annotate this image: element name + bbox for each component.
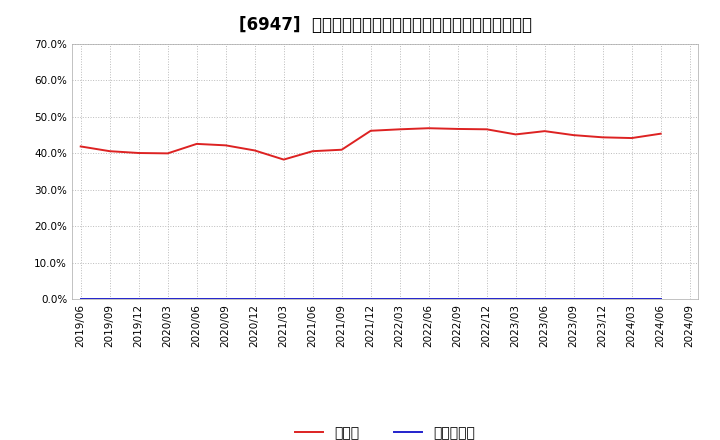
現預金: [482, 127, 491, 132]
有利子負債: [511, 297, 520, 302]
Title: [6947]  現預金、有利子負債の総資産に対する比率の推移: [6947] 現預金、有利子負債の総資産に対する比率の推移: [239, 16, 531, 34]
現預金: [192, 141, 201, 147]
有利子負債: [657, 297, 665, 302]
現預金: [76, 144, 85, 149]
有利子負債: [279, 297, 288, 302]
現預金: [598, 135, 607, 140]
有利子負債: [424, 297, 433, 302]
現預金: [424, 125, 433, 131]
有利子負債: [163, 297, 172, 302]
有利子負債: [366, 297, 375, 302]
現預金: [163, 151, 172, 156]
現預金: [395, 127, 404, 132]
現預金: [251, 148, 259, 153]
現預金: [338, 147, 346, 152]
有利子負債: [251, 297, 259, 302]
有利子負債: [221, 297, 230, 302]
有利子負債: [308, 297, 317, 302]
有利子負債: [192, 297, 201, 302]
現預金: [105, 149, 114, 154]
有利子負債: [627, 297, 636, 302]
現預金: [454, 126, 462, 132]
有利子負債: [482, 297, 491, 302]
有利子負債: [135, 297, 143, 302]
現預金: [135, 150, 143, 156]
有利子負債: [105, 297, 114, 302]
現預金: [570, 132, 578, 138]
Line: 現預金: 現預金: [81, 128, 661, 160]
現預金: [308, 149, 317, 154]
有利子負債: [454, 297, 462, 302]
現預金: [511, 132, 520, 137]
有利子負債: [395, 297, 404, 302]
現預金: [627, 136, 636, 141]
有利子負債: [570, 297, 578, 302]
有利子負債: [338, 297, 346, 302]
有利子負債: [541, 297, 549, 302]
現預金: [279, 157, 288, 162]
現預金: [221, 143, 230, 148]
現預金: [657, 131, 665, 136]
現預金: [366, 128, 375, 133]
Legend: 現預金, 有利子負債: 現預金, 有利子負債: [295, 426, 475, 440]
有利子負債: [76, 297, 85, 302]
現預金: [541, 128, 549, 134]
有利子負債: [598, 297, 607, 302]
